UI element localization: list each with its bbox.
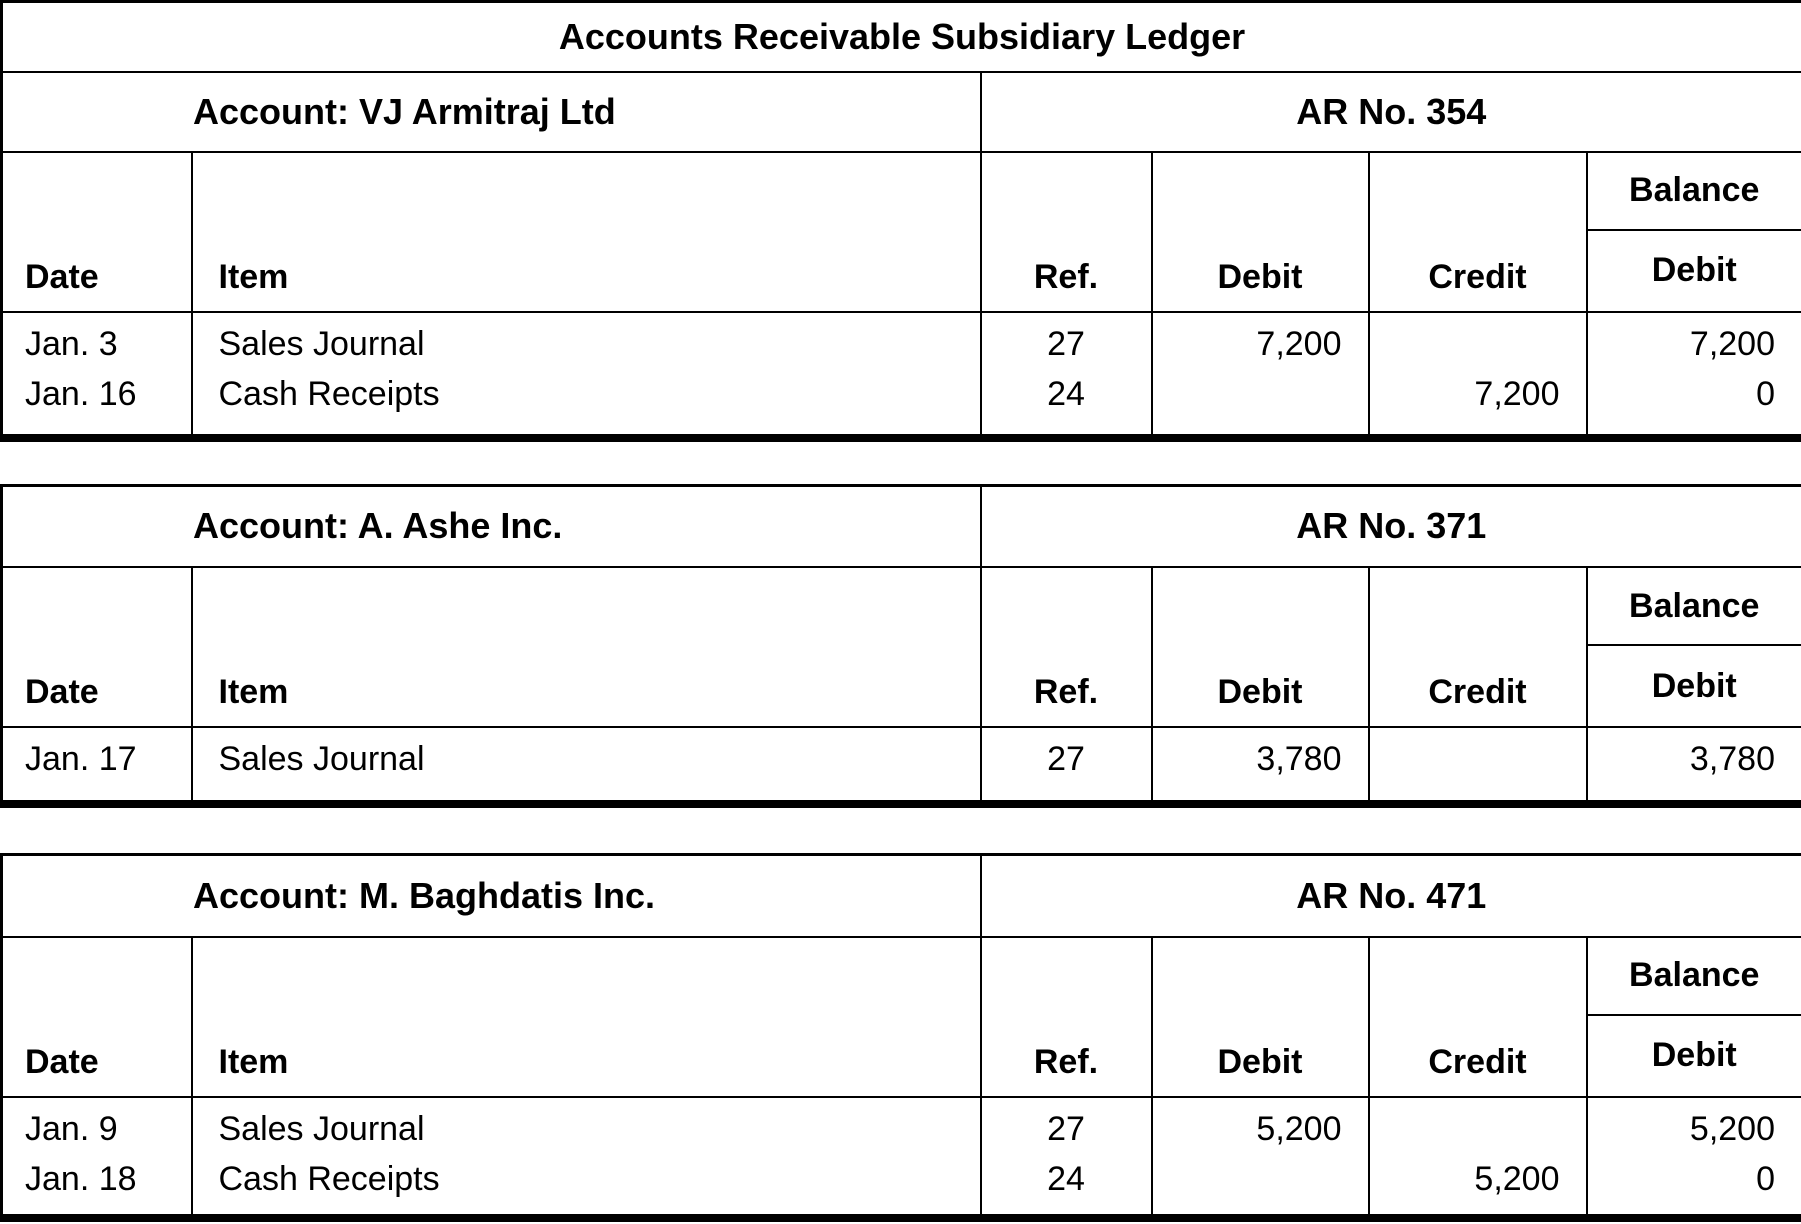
debit-value: 5,200 (1256, 1109, 1342, 1148)
balance-value: 0 (1756, 1159, 1775, 1198)
debit-cell: 5,200 (1150, 1095, 1370, 1222)
ref-value: 27 (1047, 324, 1085, 363)
date-value: Jan. 3 (25, 324, 118, 363)
credit-cell (1367, 726, 1588, 808)
item-column-header: Item (190, 566, 982, 728)
debit-value (1154, 1154, 1342, 1204)
balance-value: 5,200 (1689, 1109, 1775, 1148)
debit-column-header: Debit (1150, 935, 1370, 1098)
date-value: Jan. 9 (25, 1109, 118, 1148)
ledger-table-a-ashe: Account: A. Ashe Inc. AR No. 371 Date It… (0, 483, 1801, 808)
debit-column-header: Debit (1150, 566, 1370, 728)
debit-value: 3,780 (1256, 740, 1342, 778)
credit-column-header: Credit (1367, 566, 1588, 728)
table-gap (0, 808, 1801, 853)
item-value: Sales Journal (218, 740, 425, 778)
balance-cell: 7,200 0 (1585, 310, 1801, 442)
date-column-header: Date (0, 935, 193, 1098)
balance-value: 7,200 (1689, 324, 1776, 363)
item-value: Sales Journal (218, 324, 425, 363)
account-name-label: Account: VJ Armitraj Ltd (0, 70, 982, 153)
ledger-table-m-baghdatis: Account: M. Baghdatis Inc. AR No. 471 Da… (0, 853, 1801, 1222)
item-value: Cash Receipts (218, 1159, 440, 1198)
balance-cell: 5,200 0 (1585, 1095, 1801, 1222)
ref-value: 27 (1047, 740, 1085, 778)
date-value: Jan. 17 (25, 740, 137, 778)
ref-cell: 27 24 (979, 1095, 1153, 1222)
debit-value: 7,200 (1256, 324, 1342, 363)
ref-value: 24 (1047, 374, 1085, 413)
item-value: Cash Receipts (218, 374, 440, 413)
date-cell: Jan. 17 (0, 726, 193, 808)
credit-value (1371, 1104, 1560, 1154)
credit-cell: 7,200 (1367, 310, 1588, 442)
credit-value (1371, 319, 1560, 369)
date-cell: Jan. 9 Jan. 18 (0, 1095, 193, 1222)
item-column-header: Item (190, 935, 982, 1098)
debit-cell: 3,780 (1150, 726, 1370, 808)
ledger-table-vj-armitraj: Accounts Receivable Subsidiary Ledger Ac… (0, 0, 1801, 442)
credit-value: 7,200 (1474, 374, 1560, 413)
debit-value (1154, 369, 1342, 419)
ar-number-label: AR No. 471 (979, 853, 1801, 938)
balance-value: 0 (1756, 374, 1776, 413)
table-gap (0, 442, 1801, 484)
debit-cell: 7,200 (1150, 310, 1370, 442)
date-column-header: Date (0, 150, 193, 313)
debit-column-header: Debit (1150, 150, 1370, 313)
credit-column-header: Credit (1367, 150, 1588, 313)
date-cell: Jan. 3 Jan. 16 (0, 310, 193, 442)
ar-number-label: AR No. 371 (979, 484, 1801, 568)
date-value: Jan. 16 (25, 374, 137, 413)
account-name-label: Account: A. Ashe Inc. (0, 484, 982, 568)
balance-column-header: Balance (1585, 935, 1801, 1016)
ref-value: 27 (1047, 1109, 1085, 1148)
ref-column-header: Ref. (979, 935, 1153, 1098)
item-column-header: Item (190, 150, 982, 313)
balance-column-header: Balance (1585, 566, 1801, 646)
balance-value: 3,780 (1689, 740, 1775, 778)
balance-debit-subheader: Debit (1585, 644, 1801, 728)
page-title: Accounts Receivable Subsidiary Ledger (0, 0, 1801, 73)
date-value: Jan. 18 (25, 1159, 137, 1198)
date-column-header: Date (0, 566, 193, 728)
ar-number-label: AR No. 354 (979, 70, 1801, 153)
credit-value: 5,200 (1474, 1159, 1560, 1198)
item-cell: Sales Journal (190, 726, 982, 808)
ref-cell: 27 (979, 726, 1153, 808)
item-value: Sales Journal (218, 1109, 425, 1148)
balance-cell: 3,780 (1585, 726, 1801, 808)
balance-column-header: Balance (1585, 150, 1801, 231)
ref-column-header: Ref. (979, 150, 1153, 313)
ref-value: 24 (1047, 1159, 1085, 1198)
balance-debit-subheader: Debit (1585, 228, 1801, 313)
balance-debit-subheader: Debit (1585, 1013, 1801, 1098)
item-cell: Sales Journal Cash Receipts (190, 1095, 982, 1222)
credit-value (1371, 734, 1560, 784)
credit-column-header: Credit (1367, 935, 1588, 1098)
credit-cell: 5,200 (1367, 1095, 1588, 1222)
ref-column-header: Ref. (979, 566, 1153, 728)
ref-cell: 27 24 (979, 310, 1153, 442)
account-name-label: Account: M. Baghdatis Inc. (0, 853, 982, 938)
item-cell: Sales Journal Cash Receipts (190, 310, 982, 442)
